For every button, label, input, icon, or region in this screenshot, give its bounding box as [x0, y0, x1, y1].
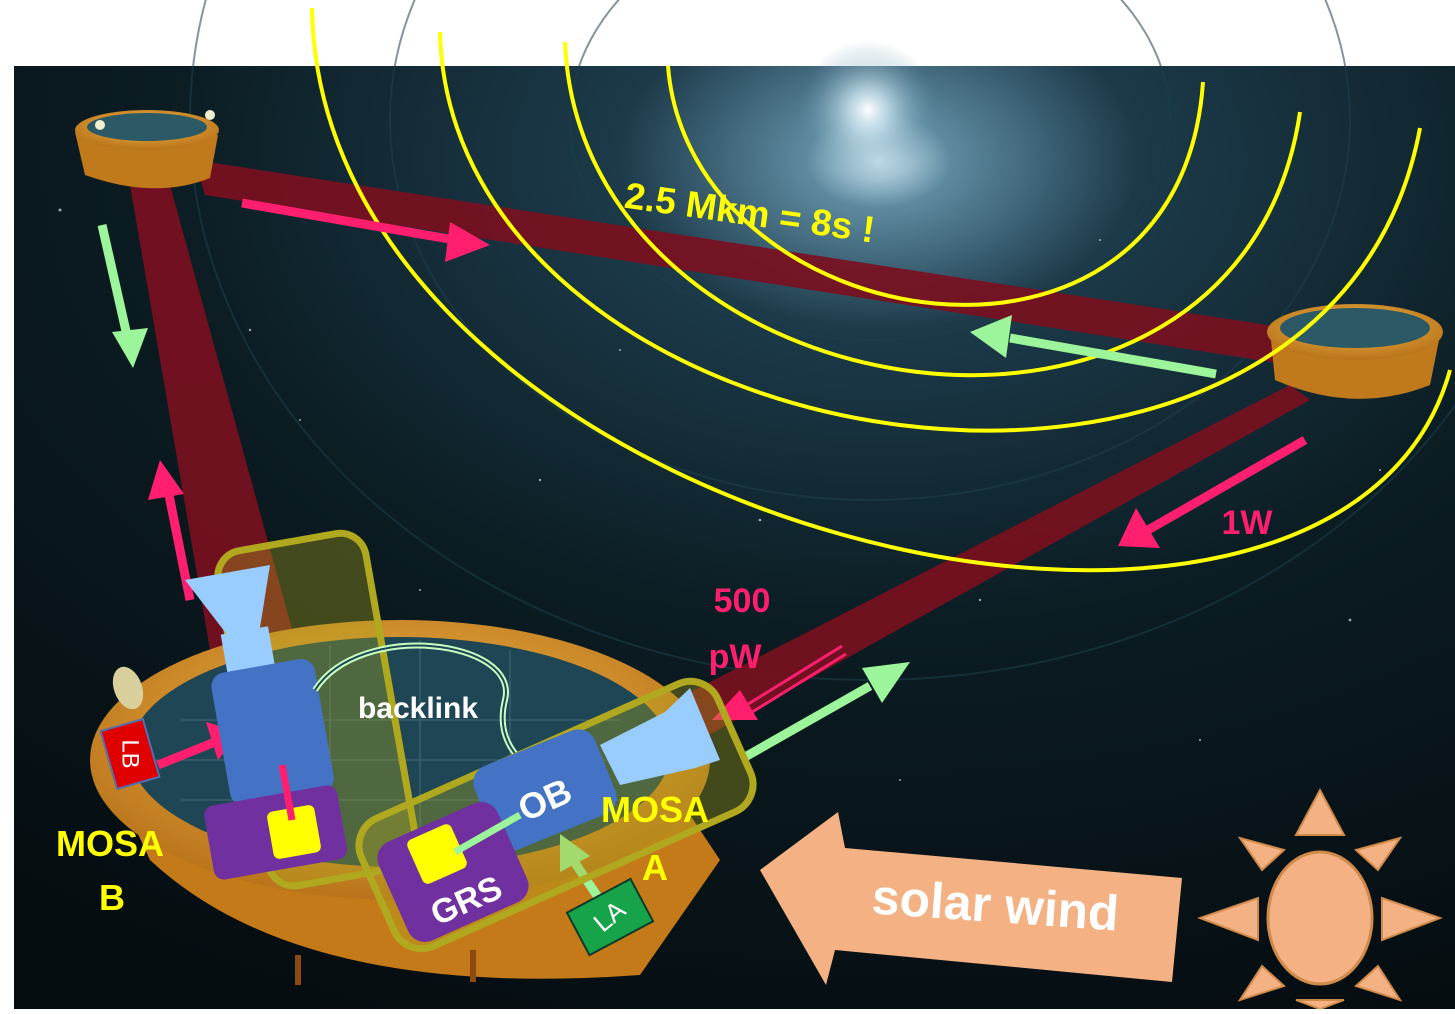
arrow-right-incoming	[1009, 333, 1217, 379]
telescope-b	[185, 565, 270, 645]
wavefront-4	[666, 65, 1205, 307]
mosa-a-label-line2: A	[642, 847, 668, 888]
spacecraft-top-left	[75, 110, 219, 189]
test-mass-b	[267, 805, 321, 859]
mosa-b-label-line1: MOSA	[56, 823, 164, 864]
label-lb: LB	[117, 739, 144, 768]
power-in-label-line2: pW	[709, 638, 763, 676]
mosa-a	[355, 677, 757, 953]
telescope-a	[600, 688, 720, 785]
arrow-main-incoming	[742, 682, 873, 761]
sun-icon	[1197, 787, 1443, 1011]
backlink-fiber	[312, 642, 532, 771]
arrow-right-outgoing	[1145, 436, 1308, 534]
beam-top	[195, 160, 1300, 365]
power-out-label: 1W	[1222, 504, 1274, 542]
power-in-label-line1: 500	[714, 582, 771, 620]
spacecraft-right	[1267, 304, 1443, 399]
mosa-b-label-line2: B	[99, 877, 125, 918]
solar-wind-arrow	[760, 812, 1182, 985]
mosa-a-label-line1: MOSA	[601, 789, 709, 830]
mosa-b	[185, 529, 420, 890]
wavefront-2	[438, 31, 1422, 433]
arrow-top-outgoing	[241, 198, 456, 245]
laser-b: LB	[99, 717, 161, 791]
arrow-left-incoming	[97, 224, 133, 341]
wavefront-3	[563, 41, 1302, 378]
beam-left	[130, 185, 295, 650]
test-mass-a	[407, 824, 467, 884]
arrow-lb	[156, 737, 217, 770]
distant-star	[798, 40, 938, 180]
laser-a: LA	[565, 877, 655, 957]
backlink-label: backlink	[358, 692, 478, 725]
ob-b	[211, 659, 334, 806]
